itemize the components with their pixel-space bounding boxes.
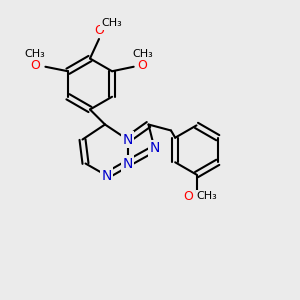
Text: N: N (149, 142, 160, 155)
Text: O: O (183, 190, 193, 203)
Text: CH₃: CH₃ (196, 191, 218, 201)
Text: CH₃: CH₃ (132, 49, 153, 59)
Text: O: O (138, 59, 148, 72)
Text: O: O (94, 24, 104, 37)
Text: CH₃: CH₃ (25, 49, 45, 59)
Text: N: N (101, 169, 112, 182)
Text: O: O (30, 59, 40, 72)
Text: N: N (122, 157, 133, 170)
Text: N: N (122, 133, 133, 146)
Text: CH₃: CH₃ (101, 18, 122, 28)
